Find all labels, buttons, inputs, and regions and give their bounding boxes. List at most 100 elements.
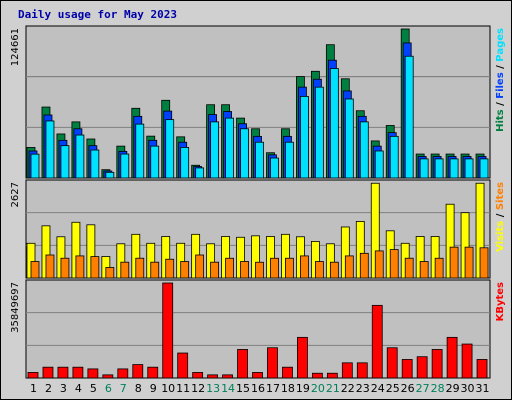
kbytes-bar: [371, 304, 383, 379]
kbytes-bar: [192, 372, 204, 379]
pages-bar: [180, 147, 190, 179]
legend-files: Files: [495, 72, 506, 98]
sites-bar: [30, 261, 40, 279]
y-max-label: 2627: [10, 182, 21, 207]
pages-bar: [165, 119, 175, 179]
kbytes-bar: [207, 374, 219, 379]
legend-hits: Hits: [495, 109, 506, 132]
kbytes-bar: [297, 336, 308, 379]
sites-bar: [344, 255, 354, 279]
pages-bar: [434, 158, 444, 179]
legend-kbytes: KBytes: [495, 282, 506, 321]
legend-sites: Sites: [495, 182, 506, 210]
x-tick-label: 5: [90, 382, 97, 395]
kbytes-bar: [162, 282, 174, 379]
kbytes-bar: [252, 372, 263, 379]
pages-bar: [300, 96, 309, 179]
x-tick-label: 23: [356, 382, 370, 395]
pages-bar: [45, 120, 55, 179]
sites-bar: [75, 255, 85, 279]
pages-bar: [90, 149, 100, 179]
pages-bar: [270, 157, 279, 179]
sites-bar: [225, 257, 234, 279]
x-tick-label: 30: [461, 382, 475, 395]
sites-bar: [45, 254, 55, 279]
x-tick-label: 29: [446, 382, 460, 395]
pages-bar: [329, 68, 339, 179]
kbytes-bar: [57, 366, 69, 379]
sites-bar: [374, 250, 384, 279]
pages-bar: [135, 123, 145, 179]
sites-bar: [255, 261, 264, 279]
x-tick-label: 3: [60, 382, 67, 395]
pages-bar: [150, 145, 160, 179]
sites-bar: [120, 261, 130, 279]
kbytes-bar: [72, 366, 84, 379]
x-tick-label: 16: [251, 382, 265, 395]
pages-bar: [105, 171, 115, 179]
kbytes-bar: [356, 362, 368, 379]
pages-bar: [30, 153, 40, 179]
kbytes-bar: [132, 364, 144, 379]
pages-bar: [75, 134, 85, 179]
sites-bar: [240, 261, 249, 279]
x-tick-label: 1: [30, 382, 37, 395]
x-tick-label: 14: [221, 382, 235, 395]
kbytes-bar: [237, 349, 248, 379]
pages-bar: [419, 158, 429, 179]
kbytes-bar: [147, 366, 159, 379]
kbytes-bar: [341, 362, 353, 379]
x-tick-label: 8: [135, 382, 142, 395]
x-tick-label: 11: [176, 382, 190, 395]
x-tick-label: 7: [120, 382, 127, 395]
x-tick-label: 10: [161, 382, 175, 395]
x-tick-label: 4: [75, 382, 82, 395]
sites-bar: [180, 261, 190, 279]
legend: KBytes: [495, 282, 506, 321]
x-tick-label: 20: [311, 382, 325, 395]
kbytes-bar: [27, 372, 39, 379]
pages-bar: [389, 135, 399, 179]
x-tick-label: 24: [371, 382, 385, 395]
kbytes-bar: [311, 372, 323, 379]
pages-bar: [255, 141, 264, 179]
kbytes-bar: [117, 368, 129, 379]
kbytes-bar: [476, 359, 488, 379]
pages-bar: [449, 158, 459, 179]
sites-bar: [404, 257, 414, 279]
sites-bar: [105, 267, 115, 279]
sites-bar: [329, 261, 339, 279]
sites-bar: [314, 261, 324, 279]
x-tick-label: 21: [326, 382, 340, 395]
pages-bar: [359, 121, 369, 179]
sites-bar: [90, 256, 100, 279]
pages-bar: [60, 145, 70, 179]
kbytes-bar: [282, 366, 293, 379]
x-tick-label: 28: [431, 382, 445, 395]
kbytes-bar: [42, 366, 54, 379]
pages-bar: [210, 121, 220, 179]
legend-pages: Pages: [495, 28, 506, 62]
x-tick-label: 25: [386, 382, 400, 395]
x-tick-label: 26: [401, 382, 415, 395]
x-tick-label: 2: [45, 382, 52, 395]
x-tick-label: 13: [206, 382, 220, 395]
sites-bar: [389, 249, 399, 279]
pages-bar: [404, 55, 414, 179]
pages-bar: [479, 158, 489, 179]
kbytes-bar: [416, 356, 428, 379]
sites-bar: [464, 246, 474, 279]
legend: Visits / Sites: [495, 182, 506, 252]
kbytes-bar: [267, 347, 278, 379]
x-tick-label: 27: [416, 382, 430, 395]
x-tick-label: 31: [476, 382, 490, 395]
x-tick-label: 9: [150, 382, 157, 395]
pages-bar: [195, 167, 205, 179]
kbytes-bar: [446, 336, 458, 379]
kbytes-bar: [102, 374, 114, 379]
x-tick-label: 6: [105, 382, 112, 395]
sites-bar: [60, 257, 70, 279]
kbytes-bar: [386, 347, 398, 379]
x-tick-label: 22: [341, 382, 355, 395]
